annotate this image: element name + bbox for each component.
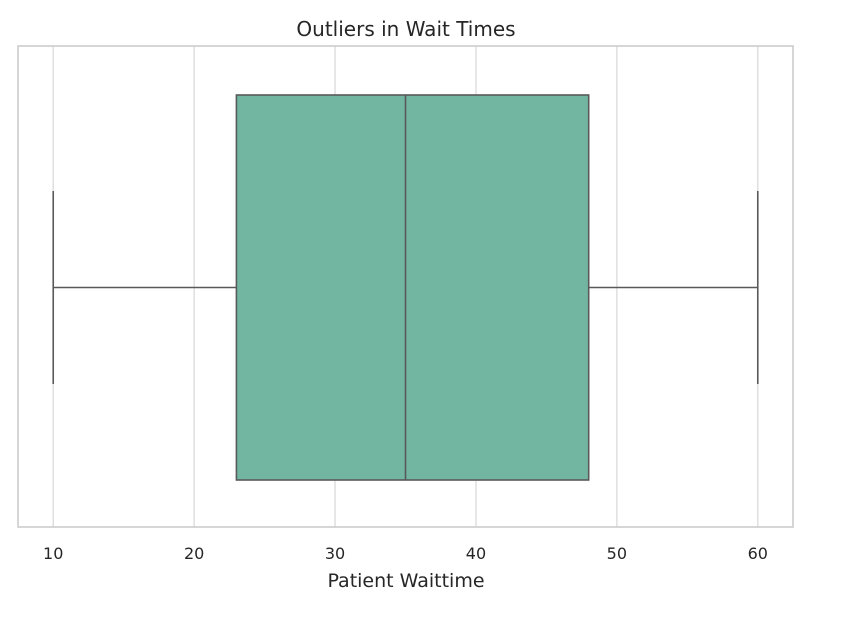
x-tick-10: 10 [43,544,63,563]
plot-frame [17,45,794,528]
x-axis-label: Patient Waittime [327,570,484,592]
x-tick-labels: 10 20 30 40 50 60 [43,544,768,563]
x-tick-30: 30 [325,544,345,563]
x-tick-20: 20 [184,544,204,563]
boxplot [52,94,759,481]
x-tick-60: 60 [748,544,768,563]
iqr-box [235,94,590,481]
x-tick-50: 50 [607,544,627,563]
x-tick-40: 40 [466,544,486,563]
chart-title: Outliers in Wait Times [296,17,515,41]
